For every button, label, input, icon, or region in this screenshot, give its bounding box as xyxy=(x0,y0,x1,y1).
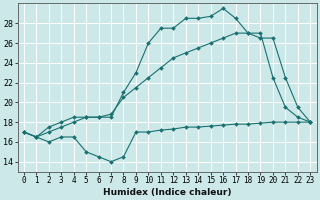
X-axis label: Humidex (Indice chaleur): Humidex (Indice chaleur) xyxy=(103,188,231,197)
